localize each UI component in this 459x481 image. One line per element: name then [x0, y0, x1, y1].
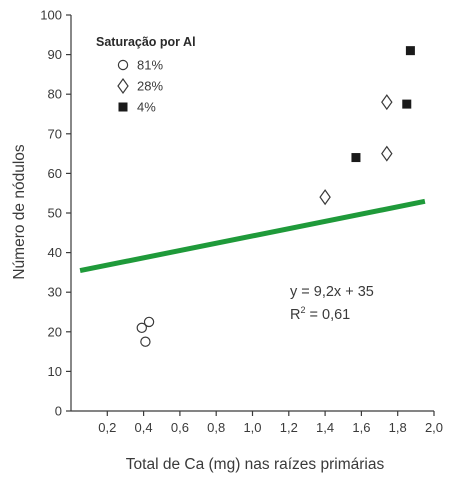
y-axis-title: Número de nódulos	[11, 144, 28, 280]
legend-items: 81% 28% 4%	[117, 58, 163, 115]
r-squared-symbol: R	[290, 307, 300, 323]
legend-label: 4%	[137, 100, 156, 115]
trendline-group	[79, 198, 426, 274]
y-tick-label: 40	[48, 245, 62, 260]
legend-marker	[117, 77, 129, 95]
r-squared-value: = 0,61	[306, 307, 351, 323]
data-point-28pct	[381, 94, 393, 111]
r-squared-superscript: 2	[300, 305, 305, 315]
legend-label: 28%	[137, 79, 163, 94]
y-tick-label: 30	[48, 285, 62, 300]
x-tick-label: 1,6	[352, 420, 370, 435]
regression-annotation: y = 9,2x + 35 R2 = 0,61	[290, 284, 374, 323]
x-tick-label: 0,8	[207, 420, 225, 435]
axes: 0 10 20 30 40 50 60 70 80 90 100 0,2 0,4 0,6 0,8 1,0 1,2…	[40, 8, 443, 436]
data-points	[136, 46, 415, 347]
x-tick-label: 1,8	[389, 420, 407, 435]
trendline	[79, 198, 426, 274]
x-tick-label: 0,2	[98, 420, 116, 435]
y-tick-label: 90	[48, 47, 62, 62]
r-squared-label: R2 = 0,61	[290, 305, 350, 323]
y-tick-label: 20	[48, 324, 62, 339]
legend: Saturação por Al 81% 28% 4%	[96, 35, 196, 115]
data-point-4pct	[402, 99, 412, 109]
y-tick-label: 10	[48, 364, 62, 379]
data-point-81pct	[140, 336, 151, 347]
x-tick-label: 2,0	[425, 420, 443, 435]
data-point-81pct	[143, 316, 155, 328]
data-point-28pct	[319, 189, 331, 206]
y-tick-label: 100	[40, 8, 62, 23]
x-tick-label: 0,4	[135, 420, 153, 435]
data-point-4pct	[405, 46, 415, 56]
data-point-4pct	[351, 153, 361, 163]
legend-marker	[118, 102, 128, 112]
x-tick-label: 1,0	[243, 420, 261, 435]
legend-title: Saturação por Al	[96, 35, 196, 49]
legend-marker	[117, 59, 129, 71]
y-tick-label: 60	[48, 166, 62, 181]
data-point-28pct	[381, 145, 393, 162]
y-tick-label: 70	[48, 126, 62, 141]
legend-label: 81%	[137, 58, 163, 73]
x-tick-label: 0,6	[171, 420, 189, 435]
y-tick-label: 80	[48, 87, 62, 102]
x-axis-title: Total de Ca (mg) nas raízes primárias	[126, 456, 385, 473]
y-tick-label: 50	[48, 206, 62, 221]
y-tick-label: 0	[55, 404, 62, 419]
data-point-81pct	[136, 322, 147, 334]
regression-equation: y = 9,2x + 35	[290, 284, 374, 300]
x-tick-label: 1,4	[316, 420, 334, 435]
x-tick-label: 1,2	[280, 420, 298, 435]
